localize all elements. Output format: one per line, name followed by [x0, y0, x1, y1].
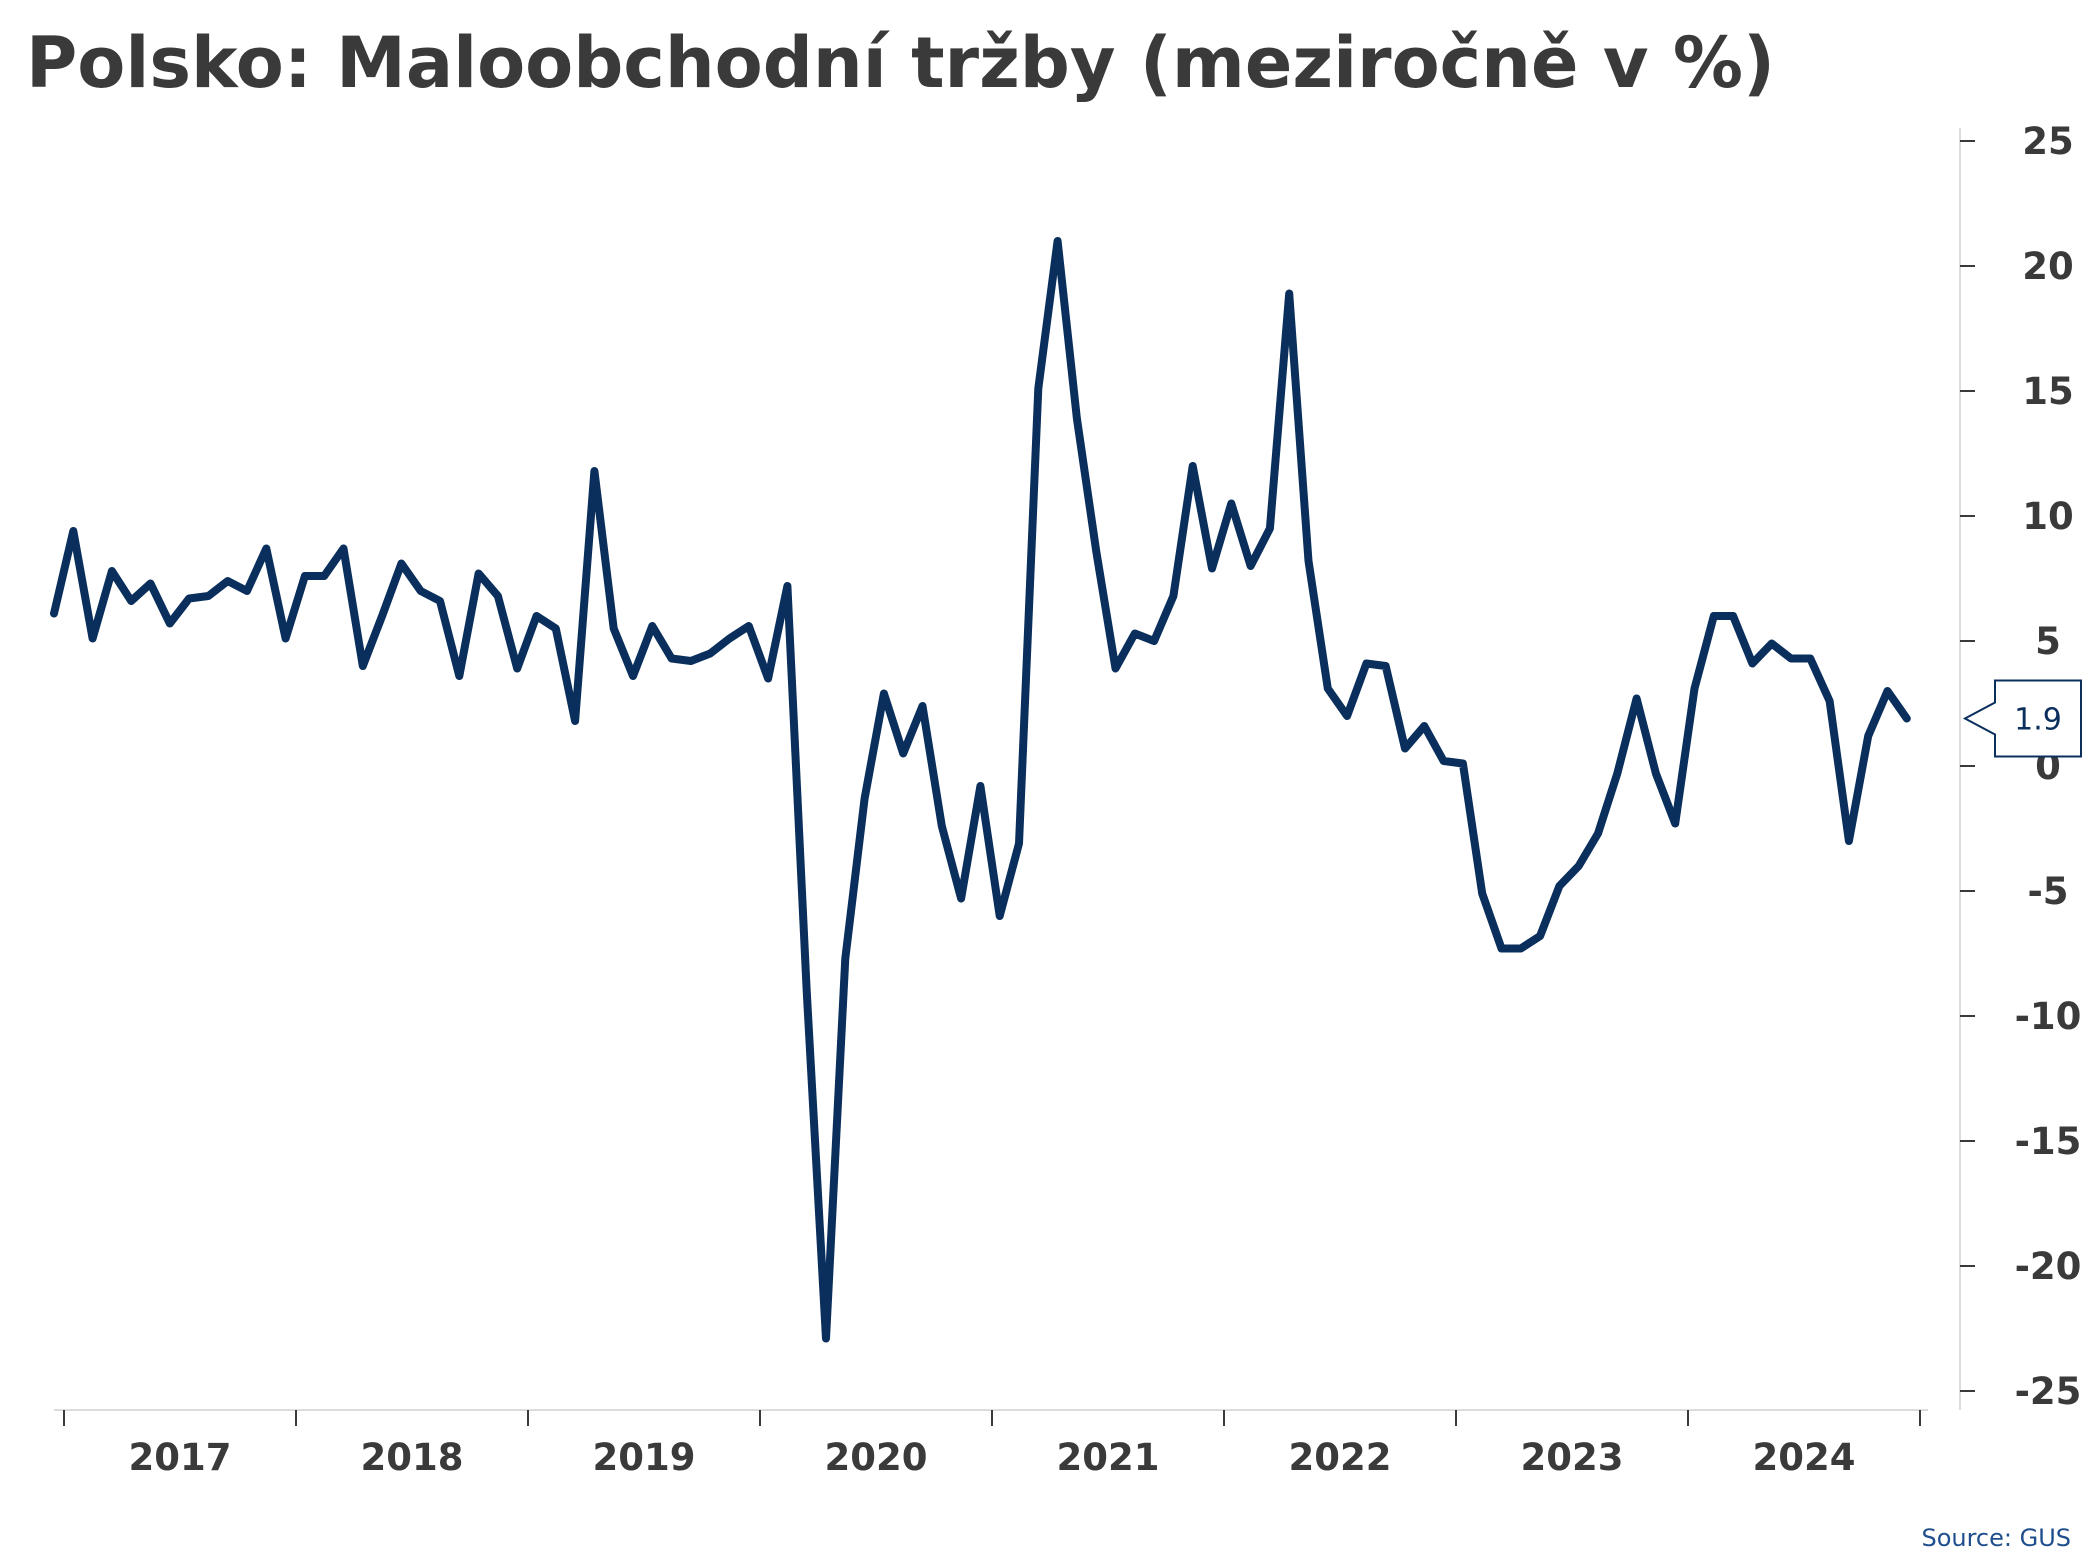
y-tick-label: 25: [2022, 120, 2074, 163]
chart-title: Polsko: Maloobchodní tržby (meziročně v …: [26, 22, 1775, 104]
y-tick-label: -5: [2027, 870, 2068, 913]
x-tick-label: 2019: [593, 1436, 696, 1479]
x-tick-label: 2021: [1057, 1436, 1160, 1479]
x-tick-label: 2024: [1753, 1436, 1856, 1479]
y-tick-label: -20: [2015, 1245, 2082, 1288]
y-tick-label: -10: [2015, 995, 2082, 1038]
callout-box: [1962, 679, 2082, 758]
x-axis: 2017 2018 2019 2020 2021 2022 2023 2024: [54, 1409, 1928, 1479]
x-tick-label: 2023: [1521, 1436, 1624, 1479]
x-tick-label: 2018: [361, 1436, 464, 1479]
plot-area: [50, 237, 1911, 1343]
last-value-label: 1.9: [2014, 703, 2062, 738]
x-tick-label: 2020: [825, 1436, 928, 1479]
y-tick-label: 5: [2035, 620, 2061, 663]
x-tick-label: 2017: [129, 1436, 232, 1479]
last-value-callout: 1.9: [1962, 679, 2082, 758]
y-tick-label: 10: [2022, 495, 2074, 538]
source-note: Source: GUS: [1921, 1524, 2071, 1552]
y-tick-label: 20: [2022, 245, 2074, 288]
y-tick-label: 15: [2022, 370, 2074, 413]
x-tick-label: 2022: [1289, 1436, 1392, 1479]
series-line: [50, 237, 1911, 1343]
y-tick-label: -25: [2015, 1370, 2082, 1413]
y-tick-label: -15: [2015, 1120, 2082, 1163]
